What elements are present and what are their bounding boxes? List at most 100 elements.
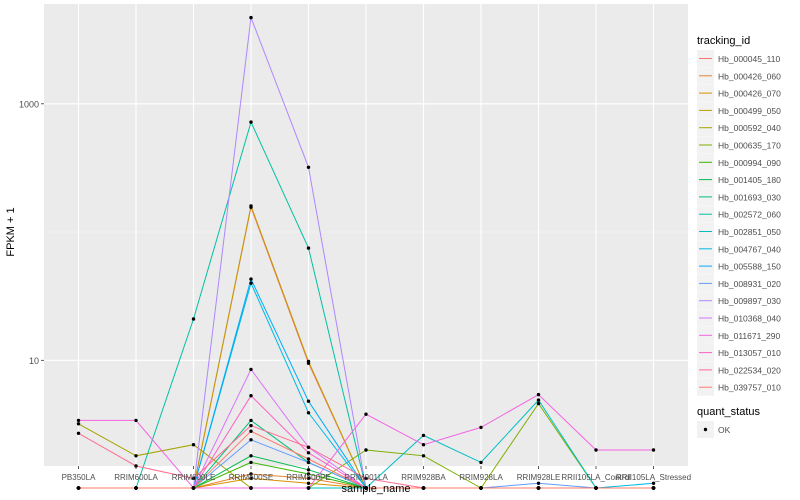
- y-axis-title: FPKM + 1: [5, 207, 17, 256]
- data-point: [421, 454, 426, 458]
- data-point: [249, 418, 253, 423]
- legend-title-tracking-id: tracking_id: [697, 35, 750, 47]
- data-point: [651, 448, 656, 452]
- data-point: [306, 460, 311, 465]
- x-tick-label: RRIM600LA: [114, 473, 158, 482]
- data-point: [76, 431, 81, 435]
- legend-label-ok: OK: [718, 425, 731, 435]
- legend-label: Hb_009897_030: [718, 296, 781, 306]
- data-point: [594, 448, 598, 452]
- x-tick-label: PB350LA: [62, 473, 96, 482]
- grid-lines: [44, 4, 688, 466]
- data-point: [306, 468, 311, 472]
- data-point: [364, 476, 368, 481]
- legend-label: Hb_039757_010: [718, 383, 781, 393]
- data-point: [421, 443, 426, 447]
- y-tick-label: 1000: [19, 99, 39, 109]
- data-point: [249, 367, 253, 372]
- data-point: [306, 476, 311, 481]
- data-point: [364, 412, 368, 416]
- x-tick-label: RRIM901LA: [344, 473, 388, 482]
- x-tick-label: RRII105LA_Stressed: [616, 473, 691, 482]
- data-point: [249, 423, 253, 428]
- data-point: [249, 281, 253, 285]
- data-point: [76, 418, 81, 423]
- data-point: [249, 277, 253, 281]
- data-point: [134, 418, 138, 423]
- x-tick-label: RRIM928LE: [517, 473, 561, 482]
- legend-label: Hb_000426_070: [718, 89, 781, 99]
- data-point: [249, 429, 253, 433]
- data-point: [249, 15, 253, 20]
- legend-label: Hb_001693_030: [718, 192, 781, 202]
- x-tick-label: RRII105LA_Control: [561, 473, 631, 482]
- data-point: [536, 486, 541, 490]
- data-point: [249, 460, 253, 465]
- data-point: [306, 445, 311, 449]
- data-point: [76, 486, 81, 490]
- legend-label: Hb_000499_050: [718, 106, 781, 116]
- legend-label: Hb_001405_180: [718, 175, 781, 185]
- data-point: [479, 460, 483, 465]
- x-tick-label: RRIM928BA: [401, 473, 446, 482]
- legend-label: Hb_008931_020: [718, 279, 781, 289]
- legend-label: Hb_000045_110: [718, 54, 781, 64]
- x-tick-label: RRIM600SE: [229, 473, 273, 482]
- legend-label: Hb_000635_170: [718, 141, 781, 151]
- data-point: [306, 359, 311, 364]
- data-points: [76, 15, 656, 490]
- x-tick-label: RRIM928LA: [459, 473, 503, 482]
- legend-title-quant-status: quant_status: [697, 406, 760, 418]
- data-point: [536, 398, 541, 402]
- legend-label: Hb_022534_020: [718, 365, 781, 375]
- data-point: [479, 486, 483, 490]
- legend-label: Hb_011671_290: [718, 331, 781, 341]
- data-point: [536, 392, 541, 397]
- x-tick-label: RRIM600LE: [172, 473, 216, 482]
- data-point: [76, 422, 81, 426]
- x-axis-title: sample_name: [341, 483, 410, 495]
- plot-panel: [44, 4, 688, 490]
- legend-label: Hb_005588_150: [718, 262, 781, 272]
- data-point: [594, 486, 598, 490]
- data-point: [249, 454, 253, 458]
- data-point: [364, 486, 368, 490]
- data-point: [306, 246, 311, 250]
- data-point: [249, 472, 253, 476]
- data-point: [191, 486, 196, 490]
- data-point: [191, 317, 196, 321]
- x-tick-label: RRIM600PE: [286, 473, 330, 482]
- data-point: [306, 486, 311, 490]
- data-point: [306, 399, 311, 403]
- data-point: [249, 120, 253, 124]
- legend: tracking_id Hb_000045_110Hb_000426_060Hb…: [697, 35, 781, 438]
- legend-key-point: [703, 427, 708, 432]
- legend-label: Hb_002851_050: [718, 227, 781, 237]
- data-point: [651, 486, 656, 490]
- legend-label: Hb_000592_040: [718, 123, 781, 133]
- data-point: [536, 481, 541, 485]
- legend-label: Hb_013057_010: [718, 348, 781, 358]
- legend-label: Hb_000994_090: [718, 158, 781, 168]
- data-point: [249, 204, 253, 208]
- data-point: [421, 486, 426, 490]
- data-point: [134, 454, 138, 458]
- legend-label: Hb_010368_040: [718, 314, 781, 324]
- y-axis: 10 1000: [19, 99, 44, 366]
- data-point: [191, 443, 196, 447]
- data-point: [306, 481, 311, 485]
- legend-shape-item: OK: [697, 421, 731, 438]
- legend-label: Hb_002572_060: [718, 210, 781, 220]
- data-point: [306, 165, 311, 169]
- legend-color-items: Hb_000045_110 Hb_000426_060 Hb_000426_070 H…: [697, 50, 781, 396]
- data-point: [651, 481, 656, 485]
- data-point: [364, 448, 368, 452]
- data-point: [191, 476, 196, 481]
- x-axis: PB350LA RRIM600LA RRIM600LE RRIM600SE RRIM60…: [62, 466, 691, 482]
- data-point: [249, 394, 253, 398]
- data-point: [249, 438, 253, 442]
- data-point: [134, 486, 138, 490]
- data-point: [306, 451, 311, 455]
- data-point: [421, 433, 426, 438]
